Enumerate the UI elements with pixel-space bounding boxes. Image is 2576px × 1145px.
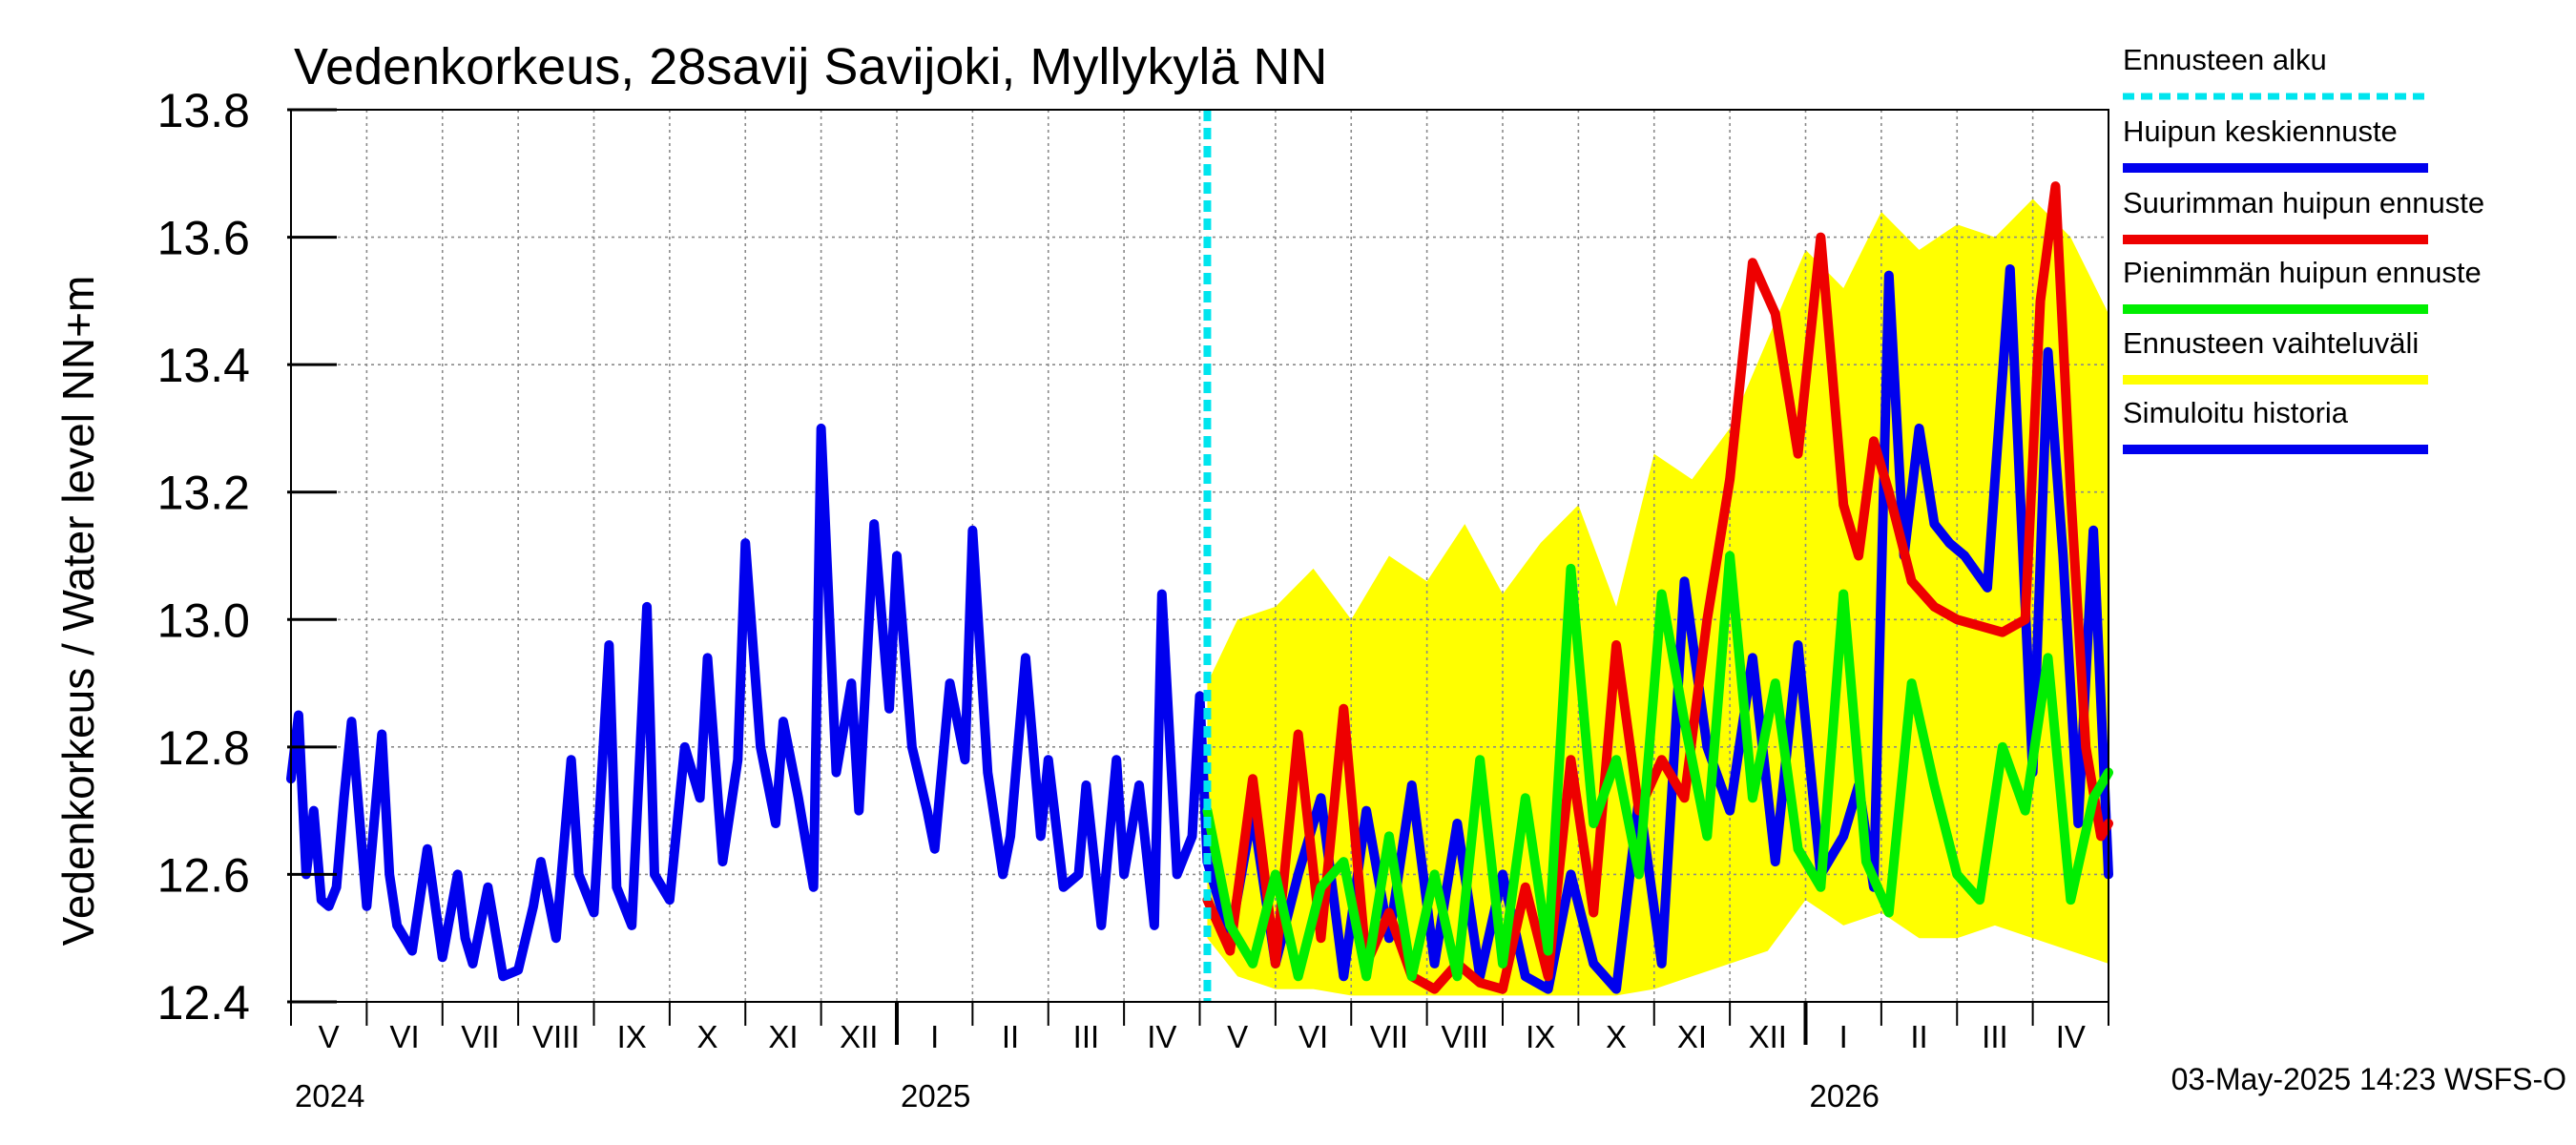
month-label: IX [617, 1019, 647, 1054]
y-tick-label: 12.6 [157, 848, 250, 902]
month-label: X [697, 1019, 718, 1054]
month-label: IX [1526, 1019, 1555, 1054]
series-line-simuloitu-historia [286, 423, 1213, 982]
year-label: 2026 [1810, 1078, 1880, 1114]
month-label: II [1002, 1019, 1019, 1054]
month-label: III [1073, 1019, 1100, 1054]
y-tick-label: 13.4 [157, 339, 250, 392]
legend-label: Pienimmän huipun ennuste [2123, 256, 2482, 289]
month-label: II [1910, 1019, 1927, 1054]
month-label: III [1982, 1019, 2008, 1054]
legend-label: Huipun keskiennuste [2123, 114, 2398, 148]
y-tick-label: 13.2 [157, 467, 250, 520]
series-layer [286, 181, 2113, 994]
y-tick-label: 12.8 [157, 721, 250, 775]
y-tick-label: 12.4 [157, 976, 250, 1030]
month-label: VI [389, 1019, 419, 1054]
month-label: XII [840, 1019, 878, 1054]
month-label: I [1839, 1019, 1848, 1054]
month-label: V [319, 1019, 340, 1054]
legend-label: Simuloitu historia [2123, 396, 2349, 429]
month-label: IV [2056, 1019, 2086, 1054]
legend: Ennusteen alku Huipun keskiennuste Suurimm… [2123, 43, 2484, 454]
month-label: VIII [1442, 1019, 1489, 1054]
legend-label: Ennusteen alku [2123, 43, 2327, 76]
grid-layer [291, 110, 2109, 1002]
series-line-pienimm-n-huipun-ennuste [1202, 551, 2113, 982]
series-line-huipun-keskiennuste [1202, 263, 2113, 994]
y-tick-label: 13.6 [157, 212, 250, 265]
y-axis-label: Vedenkorkeus / Water level NN+m [53, 276, 103, 947]
y-tick-label: 13.8 [157, 84, 250, 137]
plot-area [286, 109, 2113, 1003]
year-label: 2024 [295, 1078, 364, 1114]
timestamp-footer: 03-May-2025 14:23 WSFS-O [2171, 1062, 2566, 1096]
year-label: 2025 [901, 1078, 970, 1114]
legend-label: Suurimman huipun ennuste [2123, 186, 2484, 219]
month-label: IV [1147, 1019, 1176, 1054]
axis-layer: 12.412.612.813.013.213.413.613.8V VI VII VI… [157, 84, 2109, 1114]
month-label: VIII [532, 1019, 580, 1054]
month-label: V [1227, 1019, 1248, 1054]
month-label: VII [1370, 1019, 1408, 1054]
month-label: VII [461, 1019, 499, 1054]
month-label: XI [1677, 1019, 1707, 1054]
month-label: XI [768, 1019, 798, 1054]
legend-label: Ennusteen vaihteluväli [2123, 326, 2419, 360]
y-tick-label: 13.0 [157, 593, 250, 647]
month-label: XII [1749, 1019, 1787, 1054]
month-label: VI [1298, 1019, 1328, 1054]
month-label: I [930, 1019, 939, 1054]
chart-title: Vedenkorkeus, 28savij Savijoki, Myllykyl… [294, 38, 1327, 95]
month-label: X [1606, 1019, 1627, 1054]
